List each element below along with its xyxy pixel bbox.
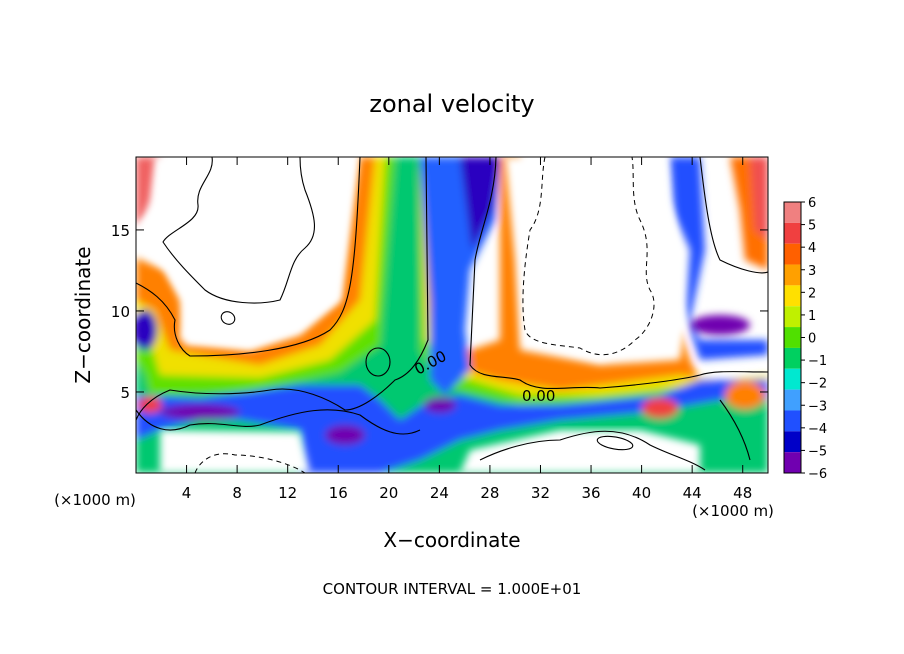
colorbar-swatch [784, 368, 801, 390]
colorbar-tick-label: 4 [808, 241, 816, 256]
chart-title: zonal velocity [369, 90, 534, 118]
x-tick-label: 48 [733, 484, 752, 502]
colorbar-tick-label: 5 [808, 219, 816, 234]
contour-interval-note: CONTOUR INTERVAL = 1.000E+01 [323, 580, 582, 598]
colorbar-tick-label: −1 [808, 354, 827, 369]
colorbar-swatch [784, 285, 801, 307]
x-tick-label: 28 [480, 484, 499, 502]
colorbar-tick-label: 1 [808, 309, 816, 324]
colorbar-tick-label: −2 [808, 377, 827, 392]
colorbar-swatch [784, 347, 801, 369]
x-unit-left: (×1000 m) [54, 491, 136, 509]
colorbar-swatch [784, 389, 801, 411]
colorbar-swatch [784, 410, 801, 432]
x-unit-right: (×1000 m) [692, 502, 774, 520]
colorbar-tick-label: −3 [808, 399, 827, 414]
x-tick-label: 4 [182, 484, 192, 502]
y-tick-label: 5 [120, 384, 130, 402]
colorbar-tick-label: 0 [808, 332, 816, 347]
plot-frame [135, 156, 769, 474]
colorbar-swatch [784, 222, 801, 244]
y-axis-label: Z−coordinate [71, 246, 95, 383]
heatmap-field: 0.00 0.00 [136, 157, 768, 473]
x-tick-label: 44 [683, 484, 702, 502]
x-tick-label: 8 [232, 484, 242, 502]
x-tick-label: 20 [379, 484, 398, 502]
colorbar-tick-label: −4 [808, 422, 827, 437]
colorbar-tick-label: 3 [808, 264, 816, 279]
y-tick-label: 15 [111, 222, 130, 240]
x-axis-ticks: 4 8 12 16 20 24 28 32 36 40 44 48 [182, 157, 752, 502]
x-tick-label: 12 [278, 484, 297, 502]
colorbar-swatch [784, 202, 801, 223]
colorbar-swatch [784, 264, 801, 286]
colorbar-swatch [784, 306, 801, 328]
colorbar-swatch [784, 452, 801, 473]
colorbar-tick-label: 6 [808, 196, 816, 211]
colorbar-swatch [784, 327, 801, 348]
colorbar-tick-label: −5 [808, 444, 827, 459]
contour-label-2: 0.00 [522, 387, 555, 405]
x-tick-label: 32 [531, 484, 550, 502]
y-tick-label: 10 [111, 303, 130, 321]
colorbar-swatch [784, 243, 801, 265]
x-tick-label: 24 [430, 484, 449, 502]
y-axis-ticks: 5 10 15 [111, 222, 768, 402]
colorbar: 6 5 4 3 2 1 0 −1 −2 −3 −4 −5 −6 [783, 196, 827, 482]
x-axis-label: X−coordinate [383, 528, 520, 552]
x-tick-label: 36 [581, 484, 600, 502]
x-tick-label: 40 [632, 484, 651, 502]
colorbar-swatch [784, 431, 801, 453]
x-tick-label: 16 [329, 484, 348, 502]
colorbar-tick-label: −6 [808, 467, 827, 482]
colorbar-tick-label: 2 [808, 286, 816, 301]
